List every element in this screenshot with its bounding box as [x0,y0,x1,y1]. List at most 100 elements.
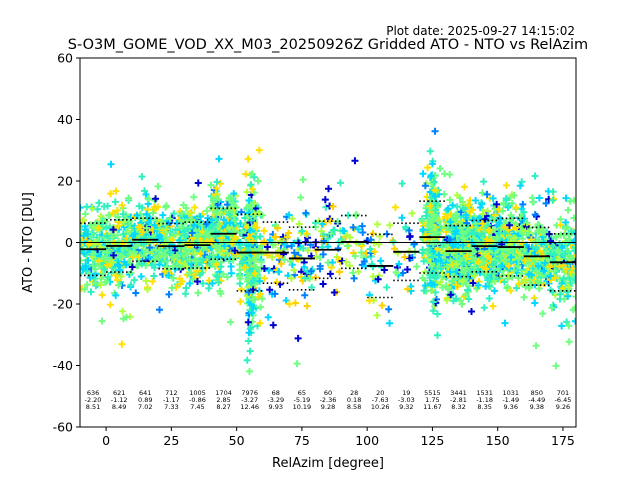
scatter-point [250,173,258,181]
scatter-point [260,227,268,235]
bin-label-std: 8.51 [86,403,100,411]
scatter-point [329,259,337,267]
scatter-point [539,310,547,318]
scatter-point [301,291,309,299]
scatter-point [401,253,409,261]
scatter-point [251,270,259,278]
scatter-point [231,247,239,255]
scatter-point [223,273,231,281]
scatter-point [182,204,190,212]
bin-labels: 636-2.208.51621-1.128.496410.897.02712-1… [85,389,572,411]
scatter-point [245,257,253,265]
scatter-point [426,202,434,210]
scatter-point [190,193,198,201]
bin-label-std: 8.35 [477,403,491,411]
scatter-point [395,260,403,268]
scatter-point [238,229,246,237]
scatter-point [107,160,115,168]
scatter-point [109,226,117,234]
scatter-point [159,211,167,219]
scatter-point [424,164,432,172]
scatter-point [433,245,441,253]
scatter-point [467,307,475,315]
scatter-point [413,263,421,271]
scatter-point [250,276,258,284]
scatter-point [429,298,437,306]
scatter-point [431,127,439,135]
scatter-point [350,274,358,282]
bin-statistics-lines [80,200,576,299]
scatter-point [470,264,478,272]
scatter-point [150,272,158,280]
x-tick-label: 75 [294,433,310,448]
scatter-point [307,267,315,275]
scatter-point [280,256,288,264]
scatter-point [129,232,137,240]
scatter-point [531,172,539,180]
scatter-point [373,220,381,228]
scatter-point [555,263,563,271]
bin-label-mean: -4.49 [528,396,545,404]
scatter-point [457,224,465,232]
scatter-point [197,223,205,231]
scatter-point [219,206,227,214]
scatter-point [194,179,202,187]
scatter-point [378,302,386,310]
scatter-point [371,248,379,256]
scatter-point [483,190,491,198]
scatter-point [264,243,272,251]
scatter-point [421,282,429,290]
bin-label-std: 7.33 [164,403,178,411]
scatter-point [419,246,427,254]
scatter-point [404,285,412,293]
scatter-point [452,295,460,303]
scatter-point [266,286,274,294]
x-tick-label: 125 [420,433,444,448]
scatter-point [151,221,159,229]
scatter-point [470,272,478,280]
scatter-point [517,270,525,278]
scatter-point [489,302,497,310]
scatter-point [248,201,256,209]
scatter-point [428,253,436,261]
scatter-point [552,362,560,370]
scatter-point [144,195,152,203]
scatter-point [431,206,439,214]
scatter-point [474,281,482,289]
scatter-point [329,203,337,211]
scatter-point [430,178,438,186]
scatter-point [358,222,366,230]
scatter-point [549,196,557,204]
scatter-point [549,242,557,250]
scatter-point [103,248,111,256]
scatter-point [499,207,507,215]
scatter-point [138,260,146,268]
scatter-point [525,270,533,278]
scatter-point [110,251,118,259]
scatter-point [122,313,130,321]
x-tick-label: 25 [163,433,179,448]
scatter-point [80,246,85,254]
scatter-point [549,188,557,196]
scatter-point [109,209,117,217]
scatter-point [469,279,477,287]
scatter-point [437,278,445,286]
bin-label-n: 1704 [215,389,232,397]
scatter-point [493,200,501,208]
scatter-point [302,209,310,217]
scatter-point [299,244,307,252]
scatter-point [426,217,434,225]
scatter-point [83,281,91,289]
scatter-point [95,224,103,232]
scatter-point [481,250,489,258]
scatter-point [534,262,542,270]
scatter-point [446,170,454,178]
scatter-point [138,228,146,236]
scatter-point [452,261,460,269]
bin-label-n: 7976 [241,389,258,397]
scatter-point [485,294,493,302]
scatter-point [262,248,270,256]
scatter-point [288,215,296,223]
scatter-point [439,284,447,292]
scatter-point [453,203,461,211]
